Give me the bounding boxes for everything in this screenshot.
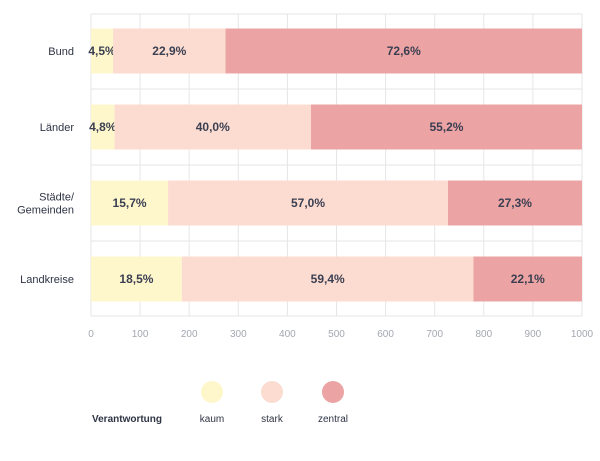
bar-value-label: 72,6% <box>387 44 421 58</box>
bar-value-label: 27,3% <box>498 196 532 210</box>
bar-value-label: 22,1% <box>511 272 545 286</box>
x-tick-label: 200 <box>181 329 198 340</box>
legend-swatch-zentral <box>322 381 344 403</box>
bar-stark <box>114 104 311 150</box>
bars: 4,5% 22,9% 72,6% 4,8% 40,0% 55,2% 15,7% 57,0% 27… <box>88 28 582 302</box>
bar-stark <box>113 28 226 74</box>
bar-kaum <box>91 104 115 150</box>
legend-swatch-kaum <box>201 381 223 403</box>
x-tick-label: 100 <box>132 329 149 340</box>
x-tick-label: 400 <box>279 329 296 340</box>
bar-stark <box>168 180 448 226</box>
bar-kaum <box>91 256 182 302</box>
bar-zentral <box>447 180 582 226</box>
legend-label-zentral: zentral <box>318 414 348 425</box>
bar-value-label: 59,4% <box>311 272 345 286</box>
x-tick-label: 500 <box>328 329 345 340</box>
bar-value-label: 22,9% <box>152 44 186 58</box>
bar-kaum <box>91 28 114 74</box>
bar-value-label: 4,5% <box>88 44 116 58</box>
bar-value-label: 57,0% <box>291 196 325 210</box>
bar-stark <box>181 256 474 302</box>
bar-zentral <box>310 104 582 150</box>
category-label: Städte/ <box>39 192 75 204</box>
category-label: Landkreise <box>20 274 74 286</box>
x-tick-label: 300 <box>230 329 247 340</box>
legend-label-kaum: kaum <box>200 414 224 425</box>
x-axis-ticks: 0 100 200 300 400 500 600 700 800 900 1000 <box>88 329 593 340</box>
legend: Verantwortung kaum stark zentral <box>92 381 348 425</box>
category-label: Gemeinden <box>17 205 74 217</box>
legend-title: Verantwortung <box>92 414 162 425</box>
x-tick-label: 600 <box>377 329 394 340</box>
bar-value-label: 18,5% <box>119 272 153 286</box>
legend-swatch-stark <box>261 381 283 403</box>
bar-zentral <box>225 28 582 74</box>
bar-value-label: 15,7% <box>113 196 147 210</box>
bar-value-label: 55,2% <box>429 120 463 134</box>
bar-zentral <box>473 256 582 302</box>
x-tick-label: 1000 <box>571 329 594 340</box>
legend-label-stark: stark <box>261 414 284 425</box>
category-labels: Bund Länder Städte/Gemeinden Landkreise <box>17 46 75 286</box>
x-tick-label: 700 <box>426 329 443 340</box>
bar-value-label: 4,8% <box>89 120 117 134</box>
bar-kaum <box>91 180 169 226</box>
x-tick-label: 0 <box>88 329 94 340</box>
category-label: Bund <box>48 46 74 58</box>
category-label: Länder <box>40 122 75 134</box>
x-tick-label: 800 <box>475 329 492 340</box>
bar-value-label: 40,0% <box>196 120 230 134</box>
x-tick-label: 900 <box>525 329 542 340</box>
